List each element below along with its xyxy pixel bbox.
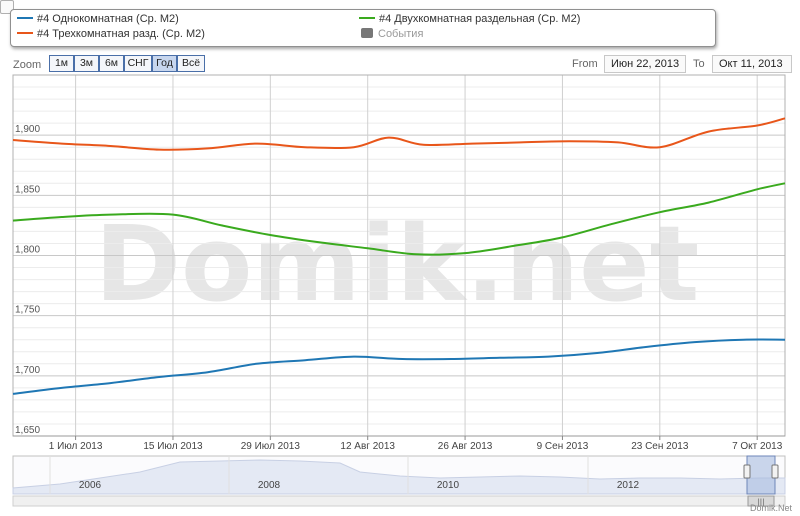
x-tick-label: 7 Окт 2013 xyxy=(732,441,783,452)
zoom-1y-button[interactable]: Год xyxy=(152,55,177,72)
x-tick-label: 29 Июл 2013 xyxy=(241,441,301,452)
x-tick-label: 1 Июл 2013 xyxy=(49,441,103,452)
y-tick-label: 1,700 xyxy=(15,365,40,376)
legend-item-three-room[interactable]: #4 Трехкомнатная разд. (Ср. М2) xyxy=(17,28,205,40)
x-tick-label: 15 Июл 2013 xyxy=(143,441,203,452)
navigator-handle[interactable] xyxy=(743,464,751,479)
navigator-year-label: 2008 xyxy=(258,480,281,491)
legend-item-events[interactable]: События xyxy=(361,28,423,40)
scrollbar-grip-icon: ||| xyxy=(757,498,764,506)
zoom-all-button[interactable]: Всё xyxy=(177,55,205,72)
legend-swatch-blue xyxy=(17,17,33,20)
legend: #4 Однокомнатная (Ср. М2) #4 Трехкомнатн… xyxy=(10,9,716,47)
zoom-1m-button[interactable]: 1м xyxy=(49,55,74,72)
y-tick-label: 1,900 xyxy=(15,124,40,135)
zoom-6m-button[interactable]: 6м xyxy=(99,55,124,72)
navigator-series-area xyxy=(12,459,786,495)
credit-label: Domik.Net xyxy=(749,503,792,513)
navigator-selection[interactable] xyxy=(746,455,776,495)
navigator-year-label: 2006 xyxy=(79,480,102,491)
y-tick-label: 1,800 xyxy=(15,245,40,256)
navigator-year-label: 2010 xyxy=(437,480,460,491)
zoom-3m-button[interactable]: 3м xyxy=(74,55,99,72)
navigator-year-label: 2012 xyxy=(617,480,640,491)
y-tick-label: 1,850 xyxy=(15,184,40,195)
x-tick-label: 23 Сен 2013 xyxy=(631,441,689,452)
legend-swatch-green xyxy=(359,17,375,20)
x-tick-label: 9 Сен 2013 xyxy=(537,441,589,452)
scrollbar-track[interactable] xyxy=(12,495,786,507)
zoom-ytd-button[interactable]: СНГ xyxy=(124,55,152,72)
x-tick-label: 12 Авг 2013 xyxy=(340,441,395,452)
series-three-room-line[interactable] xyxy=(12,117,786,151)
range-to-input[interactable]: Окт 11, 2013 xyxy=(712,55,792,73)
navigator-handle[interactable] xyxy=(771,464,779,479)
series-one-room-line[interactable] xyxy=(12,338,786,395)
watermark: Domik.net xyxy=(95,203,700,325)
events-icon xyxy=(361,28,373,39)
scrollbar-thumb[interactable] xyxy=(747,495,775,507)
legend-swatch-orange xyxy=(17,32,33,35)
y-tick-label: 1,650 xyxy=(15,425,40,436)
x-tick-label: 26 Авг 2013 xyxy=(438,441,493,452)
series-two-room-line[interactable] xyxy=(12,182,786,256)
range-to-label: To xyxy=(693,58,705,70)
legend-item-one-room[interactable]: #4 Однокомнатная (Ср. М2) xyxy=(17,13,179,25)
legend-item-two-room[interactable]: #4 Двухкомнатная раздельная (Ср. М2) xyxy=(359,13,580,25)
range-from-label: From xyxy=(572,58,598,70)
range-from-input[interactable]: Июн 22, 2013 xyxy=(604,55,686,73)
zoom-label: Zoom xyxy=(13,59,42,71)
navigator[interactable]: 2006 2008 2010 2012 ||| xyxy=(12,455,786,507)
y-tick-label: 1,750 xyxy=(15,305,40,316)
